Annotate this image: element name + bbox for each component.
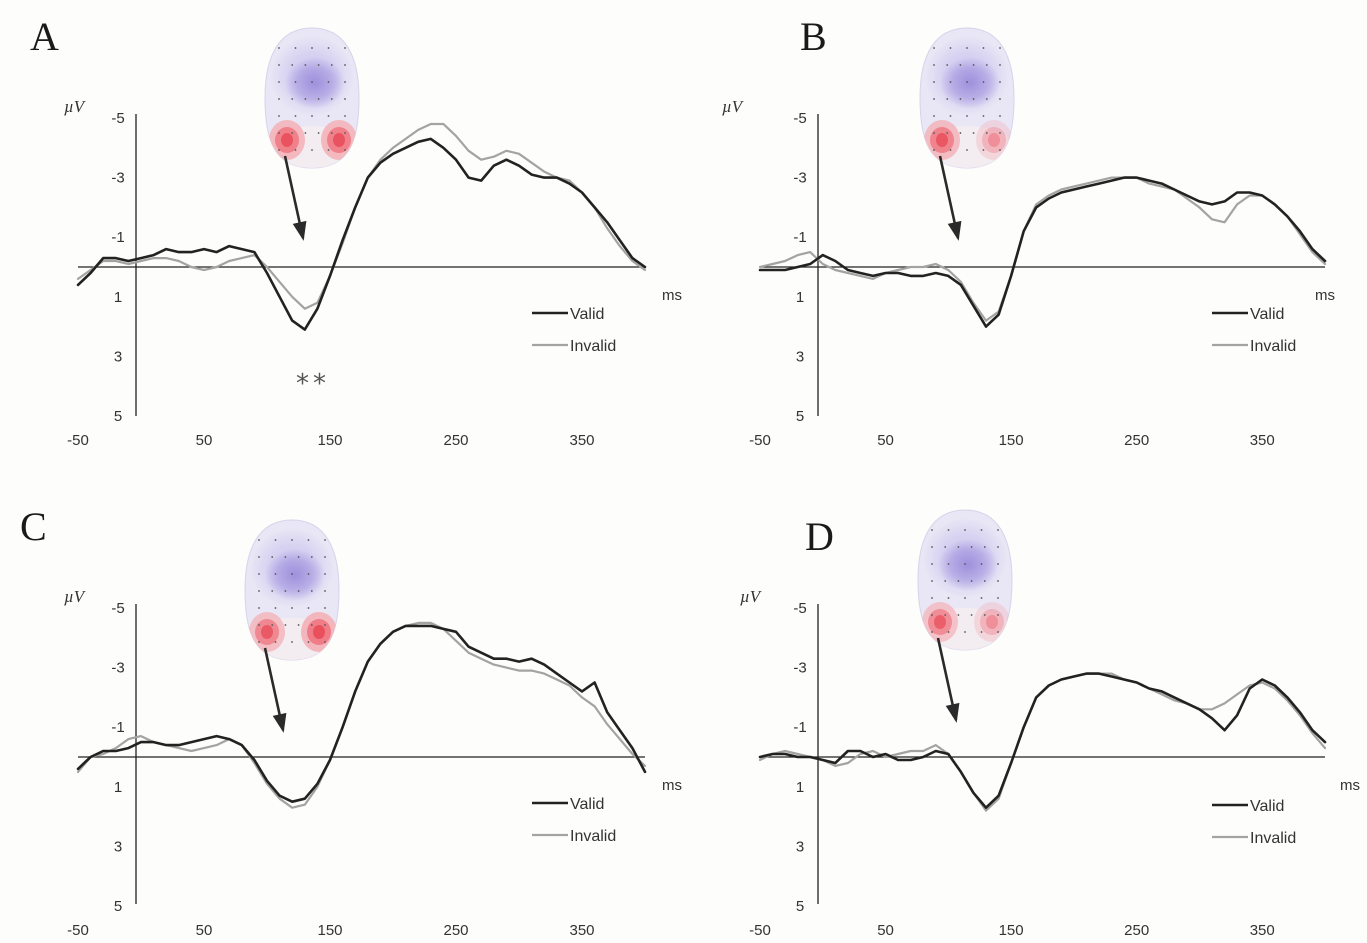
legend-label-invalid: Invalid [1250,338,1296,355]
x-tick-label: 250 [1124,922,1149,939]
x-tick-label: 250 [1124,432,1149,449]
scalp-topography-map [244,519,340,661]
x-axis-unit-label: ms [1340,777,1360,794]
y-axis-unit-label: µV [722,97,745,116]
panel-d: DµV -5 -3 -1 1 3 5 -50 50 150 250 350 ms Valid Invalid [740,509,1360,939]
y-tick-label: 5 [114,408,122,425]
y-axis-unit-label: µV [740,587,763,606]
legend-label-invalid: Invalid [1250,830,1296,847]
significance-marker: ** [296,369,330,399]
legend-label-valid: Valid [570,796,604,813]
legend-label-invalid: Invalid [570,338,616,355]
legend: Valid Invalid [532,796,616,845]
x-tick-label: 250 [443,922,468,939]
x-tick-label: 350 [1250,432,1275,449]
y-tick-label: -1 [111,229,124,246]
y-tick-label: -1 [111,719,124,736]
legend: Valid Invalid [1212,798,1296,847]
y-tick-label: 1 [796,779,804,796]
y-tick-label: 1 [796,289,804,306]
panel-c: CµV -5 -3 -1 1 3 5 -50 50 150 250 350 ms Valid Invalid [20,504,682,939]
x-axis-unit-label: ms [1315,287,1335,304]
legend-label-valid: Valid [570,306,604,323]
arrow-head [945,702,960,723]
x-tick-label: 250 [443,432,468,449]
y-tick-label: -5 [111,110,124,127]
x-tick-label: 50 [877,432,894,449]
x-tick-label: 150 [999,432,1024,449]
y-tick-label: -3 [111,660,124,677]
x-tick-label: -50 [749,432,771,449]
scalp-topography-map [919,27,1015,169]
series-line-valid [76,137,647,331]
y-tick-label: -5 [111,600,124,617]
y-tick-label: 3 [796,348,804,365]
y-tick-label: -3 [793,170,806,187]
y-tick-label: -5 [793,600,806,617]
x-tick-label: 50 [877,922,894,939]
x-tick-label: 350 [1250,922,1275,939]
panel-letter-d: D [805,514,834,559]
legend: Valid Invalid [1212,306,1296,355]
x-tick-label: -50 [67,922,89,939]
panel-b: BµV -5 -3 -1 1 3 5 -50 50 150 250 350 ms Valid Invalid [722,14,1335,449]
legend-label-valid: Valid [1250,306,1284,323]
y-tick-label: 1 [114,289,122,306]
arrow-head [272,712,287,733]
x-tick-label: 150 [999,922,1024,939]
arrow-head [292,220,307,241]
y-tick-label: 3 [796,838,804,855]
series-line-valid [758,176,1327,328]
scalp-topography-map [264,27,360,169]
x-tick-label: 150 [317,432,342,449]
y-axis-unit-label: µV [64,97,87,116]
x-axis-unit-label: ms [662,287,682,304]
series-line-invalid [76,122,647,310]
x-tick-label: 150 [317,922,342,939]
panel-letter-c: C [20,504,47,549]
y-tick-label: 3 [114,348,122,365]
y-tick-label: -1 [793,719,806,736]
x-tick-label: -50 [67,432,89,449]
panel-letter-a: A [30,14,59,59]
scalp-topography-map [917,509,1013,651]
x-axis-unit-label: ms [662,777,682,794]
y-tick-label: -5 [793,110,806,127]
x-tick-label: 350 [569,432,594,449]
x-tick-label: 50 [196,922,213,939]
panel-letter-b: B [800,14,827,59]
y-tick-label: 5 [796,898,804,915]
x-tick-label: 350 [569,922,594,939]
y-axis-unit-label: µV [64,587,87,606]
series-line-valid [76,624,647,804]
x-tick-label: -50 [749,922,771,939]
y-tick-label: -3 [793,660,806,677]
y-tick-label: -1 [793,229,806,246]
x-tick-label: 50 [196,432,213,449]
panel-a: AµV -5 -3 -1 1 3 5 -50 50 150 250 350 ms Valid Invalid… [30,14,682,449]
legend: Valid Invalid [532,306,616,355]
series-line-invalid [758,176,1327,322]
series-line-invalid [758,672,1327,812]
series-line-invalid [76,621,647,809]
y-tick-label: 5 [796,408,804,425]
y-tick-label: 3 [114,838,122,855]
legend-label-valid: Valid [1250,798,1284,815]
legend-label-invalid: Invalid [570,828,616,845]
arrow-head [947,220,962,241]
series-line-valid [758,672,1327,810]
y-tick-label: -3 [111,170,124,187]
y-tick-label: 1 [114,779,122,796]
y-tick-label: 5 [114,898,122,915]
